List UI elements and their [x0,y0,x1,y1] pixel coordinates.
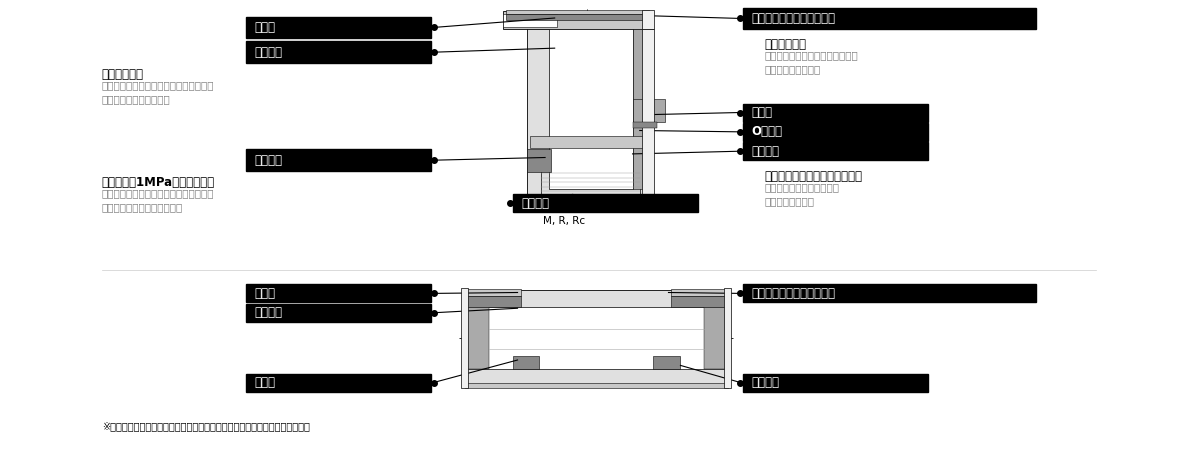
FancyBboxPatch shape [743,123,928,141]
Text: ※ねじ部がなくボディ材質が樹脂のみの製品は全て銅系不可仕様となります。: ※ねじ部がなくボディ材質が樹脂のみの製品は全て銅系不可仕様となります。 [102,421,310,431]
Text: チャック: チャック [254,306,282,319]
Polygon shape [671,296,728,307]
Polygon shape [541,171,640,198]
Text: Oリング: Oリング [751,126,782,138]
FancyBboxPatch shape [743,284,1036,302]
FancyBboxPatch shape [743,104,928,122]
Text: ボディとねじ部が回転し、
位置決めが可能。: ボディとねじ部が回転し、 位置決めが可能。 [764,182,840,206]
FancyBboxPatch shape [743,374,928,392]
Text: ボディ: ボディ [254,376,276,389]
Polygon shape [465,382,728,388]
Polygon shape [549,29,633,189]
Polygon shape [465,290,728,387]
Polygon shape [527,148,551,172]
Polygon shape [633,29,653,189]
Polygon shape [461,288,468,388]
Text: 接続ねじ: 接続ねじ [521,197,549,210]
Text: 軽い取外し力: 軽い取外し力 [764,38,806,51]
Polygon shape [503,14,557,27]
FancyBboxPatch shape [246,374,431,392]
Polygon shape [653,356,680,369]
Text: 低真空から1MPaまで使用可能: 低真空から1MPaまで使用可能 [102,176,214,189]
Polygon shape [506,14,649,20]
Polygon shape [642,29,654,198]
FancyBboxPatch shape [246,41,431,63]
Polygon shape [642,10,654,29]
Text: 特殊形状により、確実なシールおよび、
チャーブ挿入時の抗抵が小。: 特殊形状により、確実なシールおよび、 チャーブ挿入時の抗抵が小。 [102,188,214,212]
Polygon shape [633,122,657,128]
Text: チャックがチャーブへ必要以上に
嚙い込むのを防止。: チャックがチャーブへ必要以上に 嚙い込むのを防止。 [764,50,858,74]
Polygon shape [503,11,653,29]
FancyBboxPatch shape [246,17,431,38]
Polygon shape [671,289,728,296]
Text: リリースブッシュ（白色）: リリースブッシュ（白色） [751,12,835,25]
Text: ガイド: ガイド [254,287,276,300]
Polygon shape [530,136,653,148]
Polygon shape [704,307,728,369]
Polygon shape [724,288,731,388]
FancyBboxPatch shape [743,8,1036,29]
Text: スタッド: スタッド [751,145,779,158]
Polygon shape [465,307,489,369]
Polygon shape [465,307,728,369]
Polygon shape [465,296,521,307]
FancyBboxPatch shape [246,149,431,171]
Polygon shape [527,11,653,198]
Text: 大きな保持力: 大きな保持力 [102,68,144,81]
Text: リリースブッシュ（白色）: リリースブッシュ（白色） [751,287,835,300]
Polygon shape [465,289,521,296]
Text: パッキン: パッキン [254,154,282,166]
Text: ガイド: ガイド [254,21,276,34]
Text: ボディ: ボディ [751,106,773,119]
Polygon shape [506,10,649,14]
Text: チャックにより確実な嚙い付きを行い、
チャーブ保持力を増大。: チャックにより確実な嚙い付きを行い、 チャーブ保持力を増大。 [102,80,214,104]
FancyBboxPatch shape [743,142,928,160]
Polygon shape [513,356,539,369]
Text: M, R, Rc: M, R, Rc [543,216,585,226]
Text: 狭いスペースでの配管に効果的: 狭いスペースでの配管に効果的 [764,170,863,183]
FancyBboxPatch shape [246,304,431,322]
Text: チャック: チャック [254,46,282,58]
Polygon shape [633,99,665,122]
FancyBboxPatch shape [246,284,431,302]
Text: パッキン: パッキン [751,376,779,389]
FancyBboxPatch shape [513,194,698,212]
